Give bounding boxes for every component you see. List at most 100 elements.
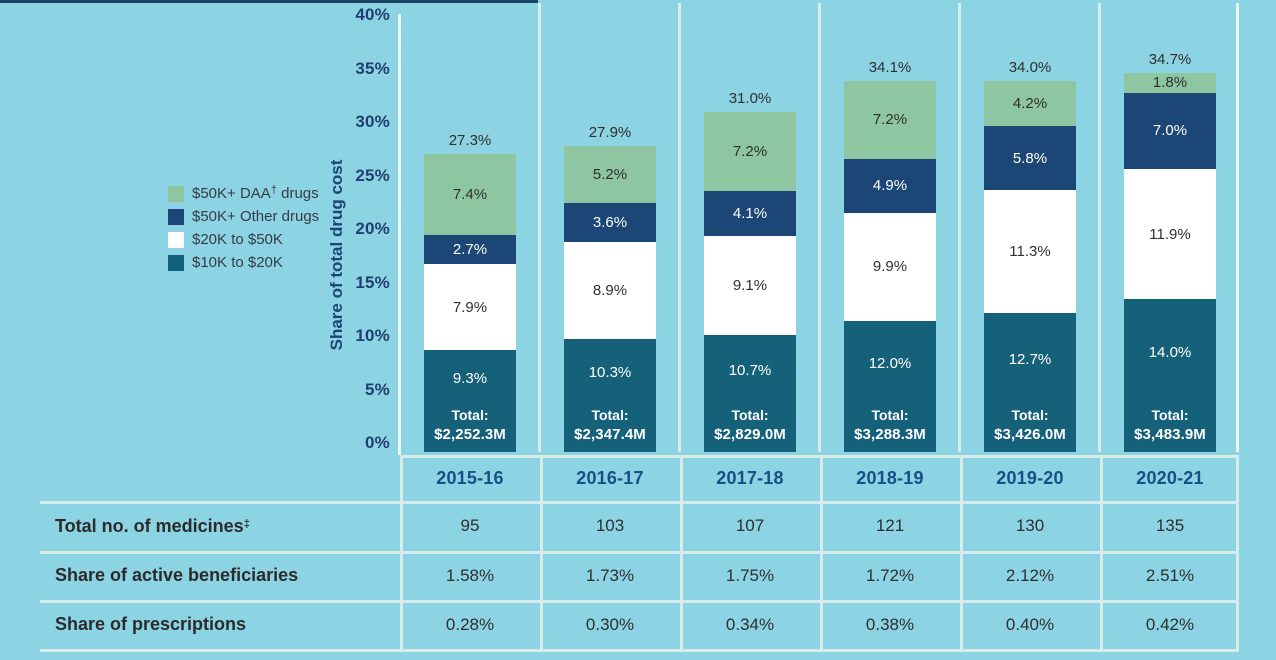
bar-segment: 4.9% [844, 159, 936, 213]
bar-segment: 4.2% [984, 80, 1076, 127]
table-line [40, 649, 1239, 652]
table-cell: 130 [1015, 516, 1045, 535]
table-row-label-medicines: Total no. of medicines‡ [55, 515, 250, 536]
bar-segment: 10.3% Total: $2,347.4M [564, 339, 656, 452]
table-line [40, 501, 1239, 504]
axis-line-right [1236, 3, 1239, 452]
bar-total-label: 27.3% [448, 131, 492, 149]
bar-segment: 12.0% Total: $3,288.3M [844, 320, 936, 452]
y-axis-label: Share of total drug cost [327, 159, 346, 351]
bar-segment-value: 5.2% [592, 166, 628, 183]
bar-segment-value: 5.8% [1012, 149, 1048, 167]
bar-total-label: 34.0% [1008, 58, 1052, 76]
table-cell: 121 [875, 516, 905, 535]
legend-swatch-navy [168, 208, 184, 225]
bar-segment: 12.7% Total: $3,426.0M [984, 313, 1076, 452]
bar-total-label: 34.7% [1148, 50, 1192, 68]
bar-segment-value-text: 12.7% [1008, 351, 1052, 369]
bar-total-prefix: Total: [871, 406, 909, 423]
legend: $50K+ DAA† drugs $50K+ Other drugs $20K … [168, 182, 319, 274]
stacked-bar: 31.0% 7.2% 4.1% 9.1% 10.7% Total: $2,829.0M [704, 90, 796, 452]
bar-segment: 4.1% [704, 190, 796, 236]
legend-item: $50K+ DAA† drugs [168, 182, 319, 205]
table-line [400, 455, 1239, 458]
legend-label: $20K to $50K [192, 231, 283, 248]
y-tick: 10% [355, 326, 390, 345]
x-axis-year-label: 2018-19 [856, 467, 924, 488]
bar-total-prefix: Total: [731, 406, 769, 423]
bar-segment-value-text: 12.0% [868, 354, 912, 372]
bar-segment: 11.9% [1124, 169, 1216, 300]
x-axis-year-label: 2019-20 [996, 467, 1064, 488]
bar-total-dollar: $3,483.9M [1134, 425, 1206, 443]
bar-total-block: Total: $3,426.0M [984, 406, 1076, 452]
y-tick: 15% [355, 272, 390, 292]
bar-segment: 9.3% Total: $2,252.3M [424, 350, 516, 452]
y-tick: 35% [355, 58, 390, 78]
bar-segment: 9.9% [844, 212, 936, 321]
legend-item: $10K to $20K [168, 251, 319, 274]
stacked-bar: 27.3% 7.4% 2.7% 7.9% 9.3% Total: $2,252.3M [424, 132, 516, 452]
bar-column-separator [958, 3, 961, 452]
bar-total-block: Total: $3,288.3M [844, 406, 936, 452]
bar-total-dollar: $3,288.3M [854, 425, 926, 443]
bar-total-dollar: $2,829.0M [714, 425, 786, 443]
table-cell: 1.72% [865, 565, 915, 585]
table-line [40, 551, 1239, 554]
bar-total-dollar: $3,426.0M [994, 425, 1066, 443]
table-cell: 1.73% [585, 565, 635, 585]
legend-swatch-green [168, 185, 184, 202]
table-cell: 0.34% [725, 614, 775, 634]
bar-segment-value: 7.9% [452, 298, 488, 316]
bar-total-label: 27.9% [588, 124, 632, 142]
dagger-icon: † [270, 184, 277, 196]
x-axis-year-label: 2015-16 [436, 467, 504, 488]
table-cell: 2.51% [1145, 565, 1195, 585]
bar-total-label: 34.1% [868, 58, 912, 76]
table-cell: 0.42% [1145, 614, 1195, 634]
bar-total-block: Total: $2,347.4M [564, 406, 656, 452]
bar-segment-value-text: 14.0% [1148, 343, 1192, 361]
legend-swatch-teal [168, 254, 184, 271]
bar-total-prefix: Total: [1011, 406, 1049, 423]
table-cell: 0.28% [445, 614, 495, 634]
bar-segment: 5.2% [564, 146, 656, 203]
bar-segment: 10.7% Total: $2,829.0M [704, 335, 796, 452]
y-tick: 25% [355, 165, 390, 185]
bar-segment: 5.8% [984, 126, 1076, 190]
table-cell: 0.38% [865, 614, 915, 634]
legend-label: $50K+ DAA† drugs [192, 184, 319, 202]
table-cell: 103 [595, 516, 625, 535]
bar-segment: 11.3% [984, 189, 1076, 314]
bar-segment-value: 12.0% [844, 321, 936, 406]
x-axis-year-label: 2017-18 [716, 467, 784, 488]
bar-column-separator [538, 3, 541, 452]
bar-segment-value: 7.0% [1152, 122, 1188, 140]
stacked-bar: 34.0% 4.2% 5.8% 11.3% 12.7% Total: $3,426.0M [984, 59, 1076, 452]
bar-segment-value: 11.3% [1009, 243, 1051, 261]
table-row-label-prescriptions: Share of prescriptions [55, 614, 247, 634]
table-cell: 1.58% [445, 565, 495, 585]
table-cell: 107 [735, 516, 765, 535]
double-dagger-icon: ‡ [243, 517, 250, 530]
top-accent-strip [0, 0, 538, 3]
table-cell: 135 [1155, 516, 1185, 535]
y-tick: 30% [355, 112, 390, 131]
bar-segment-value: 7.2% [732, 143, 768, 161]
bar-column-separator [818, 3, 821, 452]
y-tick: 0% [365, 433, 390, 452]
bar-segment: 1.8% [1124, 72, 1216, 93]
bar-segment: 7.0% [1124, 92, 1216, 170]
bar-total-prefix: Total: [1151, 406, 1189, 423]
axis-line-left [398, 14, 401, 455]
bar-segment-value: 4.1% [732, 204, 768, 222]
bar-total-block: Total: $2,252.3M [424, 406, 516, 452]
bar-segment-value: 12.7% [984, 313, 1076, 406]
bar-segment-value-text: 10.3% [588, 364, 632, 382]
bar-total-block: Total: $3,483.9M [1124, 406, 1216, 452]
bar-segment-value: 7.4% [452, 185, 488, 203]
stacked-bar: 34.1% 7.2% 4.9% 9.9% 12.0% Total: $3,288.3M [844, 59, 936, 452]
bar-segment-value: 4.2% [1012, 95, 1048, 112]
bar-segment-value: 9.9% [872, 258, 908, 276]
y-tick: 20% [355, 219, 390, 238]
